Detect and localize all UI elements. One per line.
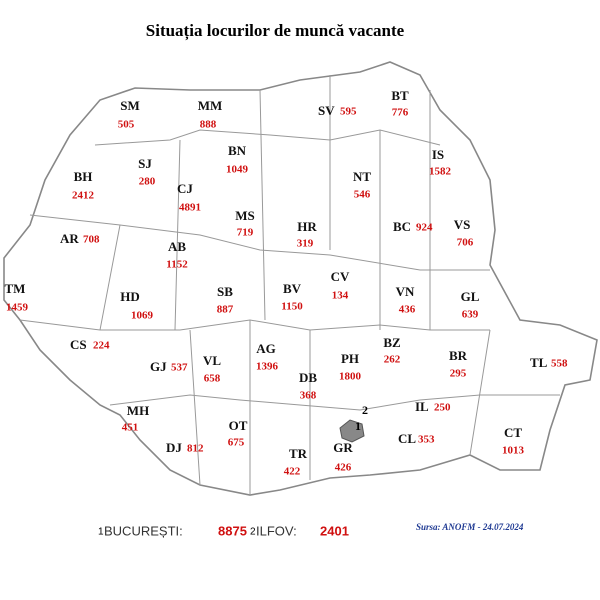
county-value: 2412: [72, 190, 95, 202]
county-value: 436: [399, 304, 416, 316]
county-value: 1152: [166, 259, 188, 271]
county-code: BC: [393, 219, 411, 234]
ilfov-marker: 2: [362, 403, 368, 417]
county-value: 924: [416, 222, 433, 234]
county-code: HD: [120, 289, 140, 304]
county-code: BN: [228, 143, 247, 158]
footer-label: ILFOV:: [256, 523, 297, 538]
county-code: GR: [333, 440, 353, 455]
footer-value: 2401: [320, 523, 349, 538]
county-code: MH: [127, 403, 149, 418]
county-value: 776: [392, 107, 409, 119]
county-value: 353: [418, 434, 435, 446]
county-value: 1049: [226, 164, 249, 176]
county-value: 262: [384, 354, 401, 366]
county-value: 224: [93, 340, 110, 352]
county-code: SJ: [138, 156, 152, 171]
county-code: HR: [297, 219, 317, 234]
county-value: 706: [457, 237, 474, 249]
footer: 1 BUCUREȘTI: 8875 2 ILFOV: 2401: [98, 523, 349, 538]
footer-marker: 1: [98, 527, 104, 538]
county-code: SM: [120, 98, 140, 113]
county-value: 1150: [281, 301, 303, 313]
county-code: PH: [341, 351, 359, 366]
county-value: 888: [200, 119, 217, 131]
county-borders: [19, 75, 560, 495]
county-code: BT: [391, 88, 409, 103]
bucharest-marker: 1: [355, 419, 361, 433]
county-code: SV: [318, 103, 335, 118]
county-code: DB: [299, 370, 317, 385]
county-code: CV: [331, 269, 350, 284]
county-labels: SM 505 MM 888 SV 595 BT 776 BH 2412 SJ 280 BN 1049 IS 1…: [5, 88, 568, 478]
county-value: 280: [139, 176, 156, 188]
county-code: NT: [353, 169, 371, 184]
county-code: CJ: [177, 181, 193, 196]
county-value: 319: [297, 238, 314, 250]
county-value: 812: [187, 443, 204, 455]
county-code: CS: [70, 337, 87, 352]
county-code: TL: [530, 355, 548, 370]
county-value: 639: [462, 309, 479, 321]
county-value: 368: [300, 390, 317, 402]
footer-label: BUCUREȘTI:: [104, 523, 183, 538]
county-value: 1396: [256, 361, 279, 373]
county-code: CT: [504, 425, 522, 440]
county-value: 422: [284, 466, 301, 478]
county-code: CL: [398, 431, 416, 446]
county-code: MM: [198, 98, 223, 113]
county-value: 1800: [339, 371, 362, 383]
county-value: 595: [340, 106, 357, 118]
county-code: IS: [432, 147, 444, 162]
county-value: 1582: [429, 166, 452, 178]
county-value: 1069: [131, 310, 154, 322]
county-value: 558: [551, 358, 568, 370]
county-value: 537: [171, 362, 188, 374]
county-value: 134: [332, 290, 349, 302]
county-value: 675: [228, 437, 245, 449]
county-value: 1013: [502, 445, 525, 457]
county-code: OT: [229, 418, 248, 433]
county-code: SB: [217, 284, 233, 299]
county-value: 426: [335, 462, 352, 474]
county-value: 887: [217, 304, 234, 316]
bucharest: [339, 419, 365, 443]
county-code: IL: [415, 399, 429, 414]
county-value: 451: [122, 422, 139, 434]
county-code: BR: [449, 348, 468, 363]
county-code: GL: [461, 289, 480, 304]
county-code: VN: [396, 284, 415, 299]
county-code: AG: [256, 341, 276, 356]
county-code: TR: [289, 446, 308, 461]
county-code: AB: [168, 239, 186, 254]
source: Sursa: ANOFM - 24.07.2024: [416, 522, 524, 532]
county-code: TM: [5, 281, 26, 296]
county-value: 546: [354, 189, 371, 201]
county-code: GJ: [150, 359, 167, 374]
county-value: 719: [237, 227, 254, 239]
county-value: 250: [434, 402, 451, 414]
county-value: 708: [83, 234, 100, 246]
country-outline: [3, 61, 598, 496]
county-code: VS: [454, 217, 471, 232]
county-code: MS: [235, 208, 255, 223]
county-code: VL: [203, 353, 221, 368]
footer-marker: 2: [250, 527, 256, 538]
map-title: Situația locurilor de muncă vacante: [146, 21, 405, 41]
county-code: BZ: [383, 335, 401, 350]
county-value: 658: [204, 373, 221, 385]
county-value: 295: [450, 368, 467, 380]
county-value: 505: [118, 119, 135, 131]
county-code: BV: [283, 281, 302, 296]
county-code: DJ: [166, 440, 182, 455]
county-code: AR: [60, 231, 79, 246]
county-value: 4891: [179, 202, 201, 214]
footer-value: 8875: [218, 523, 247, 538]
county-code: BH: [74, 169, 93, 184]
county-value: 1459: [6, 302, 29, 314]
